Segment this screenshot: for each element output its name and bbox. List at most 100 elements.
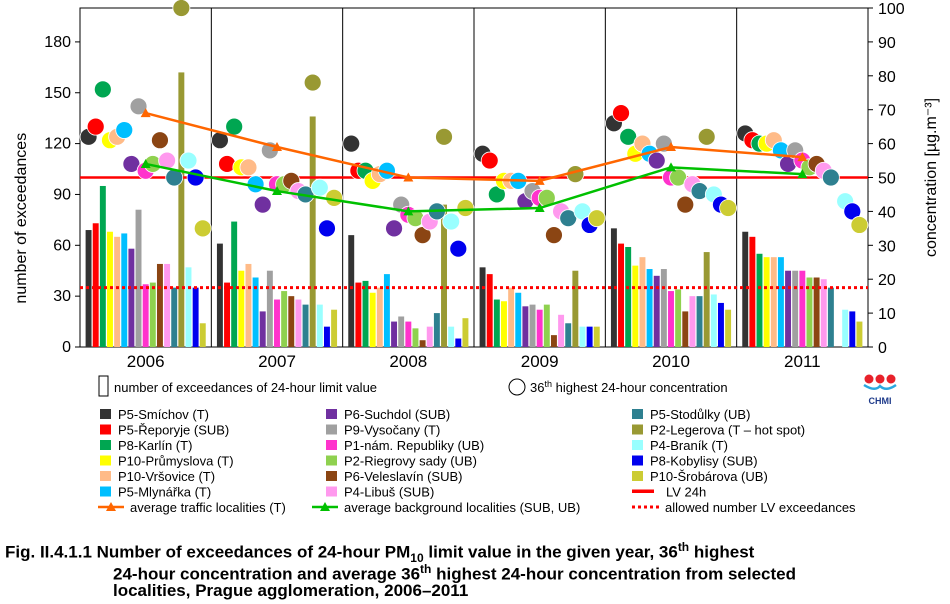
bar: [199, 323, 206, 347]
bar: [536, 309, 543, 347]
bar: [646, 269, 653, 347]
bar: [274, 299, 280, 347]
logo-text: CHMI: [869, 396, 892, 406]
concentration-point: [619, 127, 638, 146]
concentration-point: [647, 151, 666, 170]
bar: [164, 263, 171, 347]
logo-mark: [864, 374, 874, 384]
bar: [252, 277, 259, 347]
bar: [572, 270, 579, 347]
left-tick-label: 90: [53, 186, 71, 203]
legend-swatch: [632, 455, 643, 466]
concentration-point: [179, 151, 198, 170]
average-line: [145, 162, 803, 213]
right-tick-label: 50: [878, 171, 896, 188]
left-tick-label: 120: [44, 136, 71, 153]
bar: [92, 223, 99, 347]
bar: [668, 291, 674, 347]
legend-label: P2-Legerova (T – hot spot): [650, 423, 805, 438]
caption-line-3: localities, Prague agglomeration, 2006–2…: [113, 581, 469, 600]
bar: [770, 257, 777, 347]
bar: [710, 294, 717, 347]
average-marker: [403, 206, 414, 216]
right-tick-label: 0: [878, 340, 887, 357]
bar: [281, 291, 288, 347]
bar: [849, 311, 856, 347]
bar: [558, 314, 565, 347]
concentration-point: [93, 80, 112, 99]
legend-swatch: [632, 424, 643, 435]
concentration-point: [821, 168, 840, 187]
average-marker: [140, 158, 151, 168]
left-axis-label: number of exceedances: [13, 133, 30, 304]
bar: [742, 231, 749, 347]
legend-label: allowed number LV exceedances: [665, 500, 856, 515]
bar: [419, 340, 426, 347]
legend-label: P6-Veleslavín (SUB): [344, 469, 463, 484]
bar: [295, 299, 302, 347]
concentration-point: [697, 127, 716, 146]
legend-swatch: [100, 471, 111, 481]
bar: [717, 302, 724, 347]
legend-swatch: [326, 409, 337, 419]
right-tick-label: 40: [878, 204, 896, 221]
legend-swatch: [632, 489, 654, 493]
bar: [309, 116, 316, 347]
bar: [593, 326, 600, 347]
right-tick-label: 90: [878, 35, 896, 52]
average-marker: [797, 152, 808, 162]
bar: [448, 326, 455, 347]
bar: [369, 292, 376, 347]
concentration-point: [253, 195, 272, 214]
category-label: 2010: [652, 352, 690, 371]
bar: [405, 321, 412, 347]
legend-swatch: [320, 502, 330, 511]
legend-swatch: [100, 455, 111, 466]
concentration-point: [435, 127, 453, 146]
legend-swatch: [100, 440, 111, 450]
caption-line-1: Fig. II.4.1.1 Number of exceedances of 2…: [5, 540, 755, 566]
bar: [515, 292, 522, 347]
bar: [426, 326, 433, 347]
bar: [799, 270, 806, 347]
bar: [238, 270, 245, 347]
left-tick-label: 30: [53, 288, 71, 305]
right-tick-label: 80: [878, 69, 896, 86]
average-marker: [534, 175, 545, 185]
bar: [245, 263, 252, 347]
bar: [501, 301, 507, 347]
chmi-logo: CHMI: [863, 374, 897, 406]
bar: [522, 306, 529, 347]
legend-swatch: [326, 455, 337, 466]
logo-mark: [886, 374, 896, 384]
bar: [508, 287, 515, 347]
legend-swatch: [632, 440, 643, 450]
legend-label: P10-Vršovice (T): [118, 469, 215, 484]
bar: [412, 328, 419, 347]
category-label: 2011: [784, 352, 821, 371]
category-label: 2009: [521, 352, 559, 371]
average-marker: [797, 169, 808, 179]
legend-label: P10-Šrobárova (UB): [650, 469, 768, 484]
bar: [703, 252, 710, 347]
legend-label: P5-Stodůlky (UB): [650, 407, 750, 422]
concentration-point: [193, 219, 212, 238]
category-label: 2008: [389, 352, 427, 371]
bar: [632, 265, 639, 347]
bar-key-label: number of exceedances of 24-hour limit v…: [114, 380, 377, 395]
legend-label: P5-Řeporyje (SUB): [118, 423, 229, 438]
legend-swatch: [100, 409, 111, 419]
bar: [185, 267, 192, 347]
right-tick-label: 70: [878, 103, 896, 120]
bar: [660, 269, 667, 347]
bar: [107, 231, 113, 347]
bar: [331, 309, 338, 347]
bar: [266, 270, 273, 347]
concentration-point: [186, 168, 205, 187]
bar: [231, 221, 238, 347]
legend-label: P1-nám. Republiky (UB): [344, 438, 484, 453]
concentration-point: [545, 226, 563, 245]
left-tick-label: 180: [44, 34, 71, 51]
right-tick-label: 100: [878, 1, 905, 18]
bar: [441, 204, 447, 347]
